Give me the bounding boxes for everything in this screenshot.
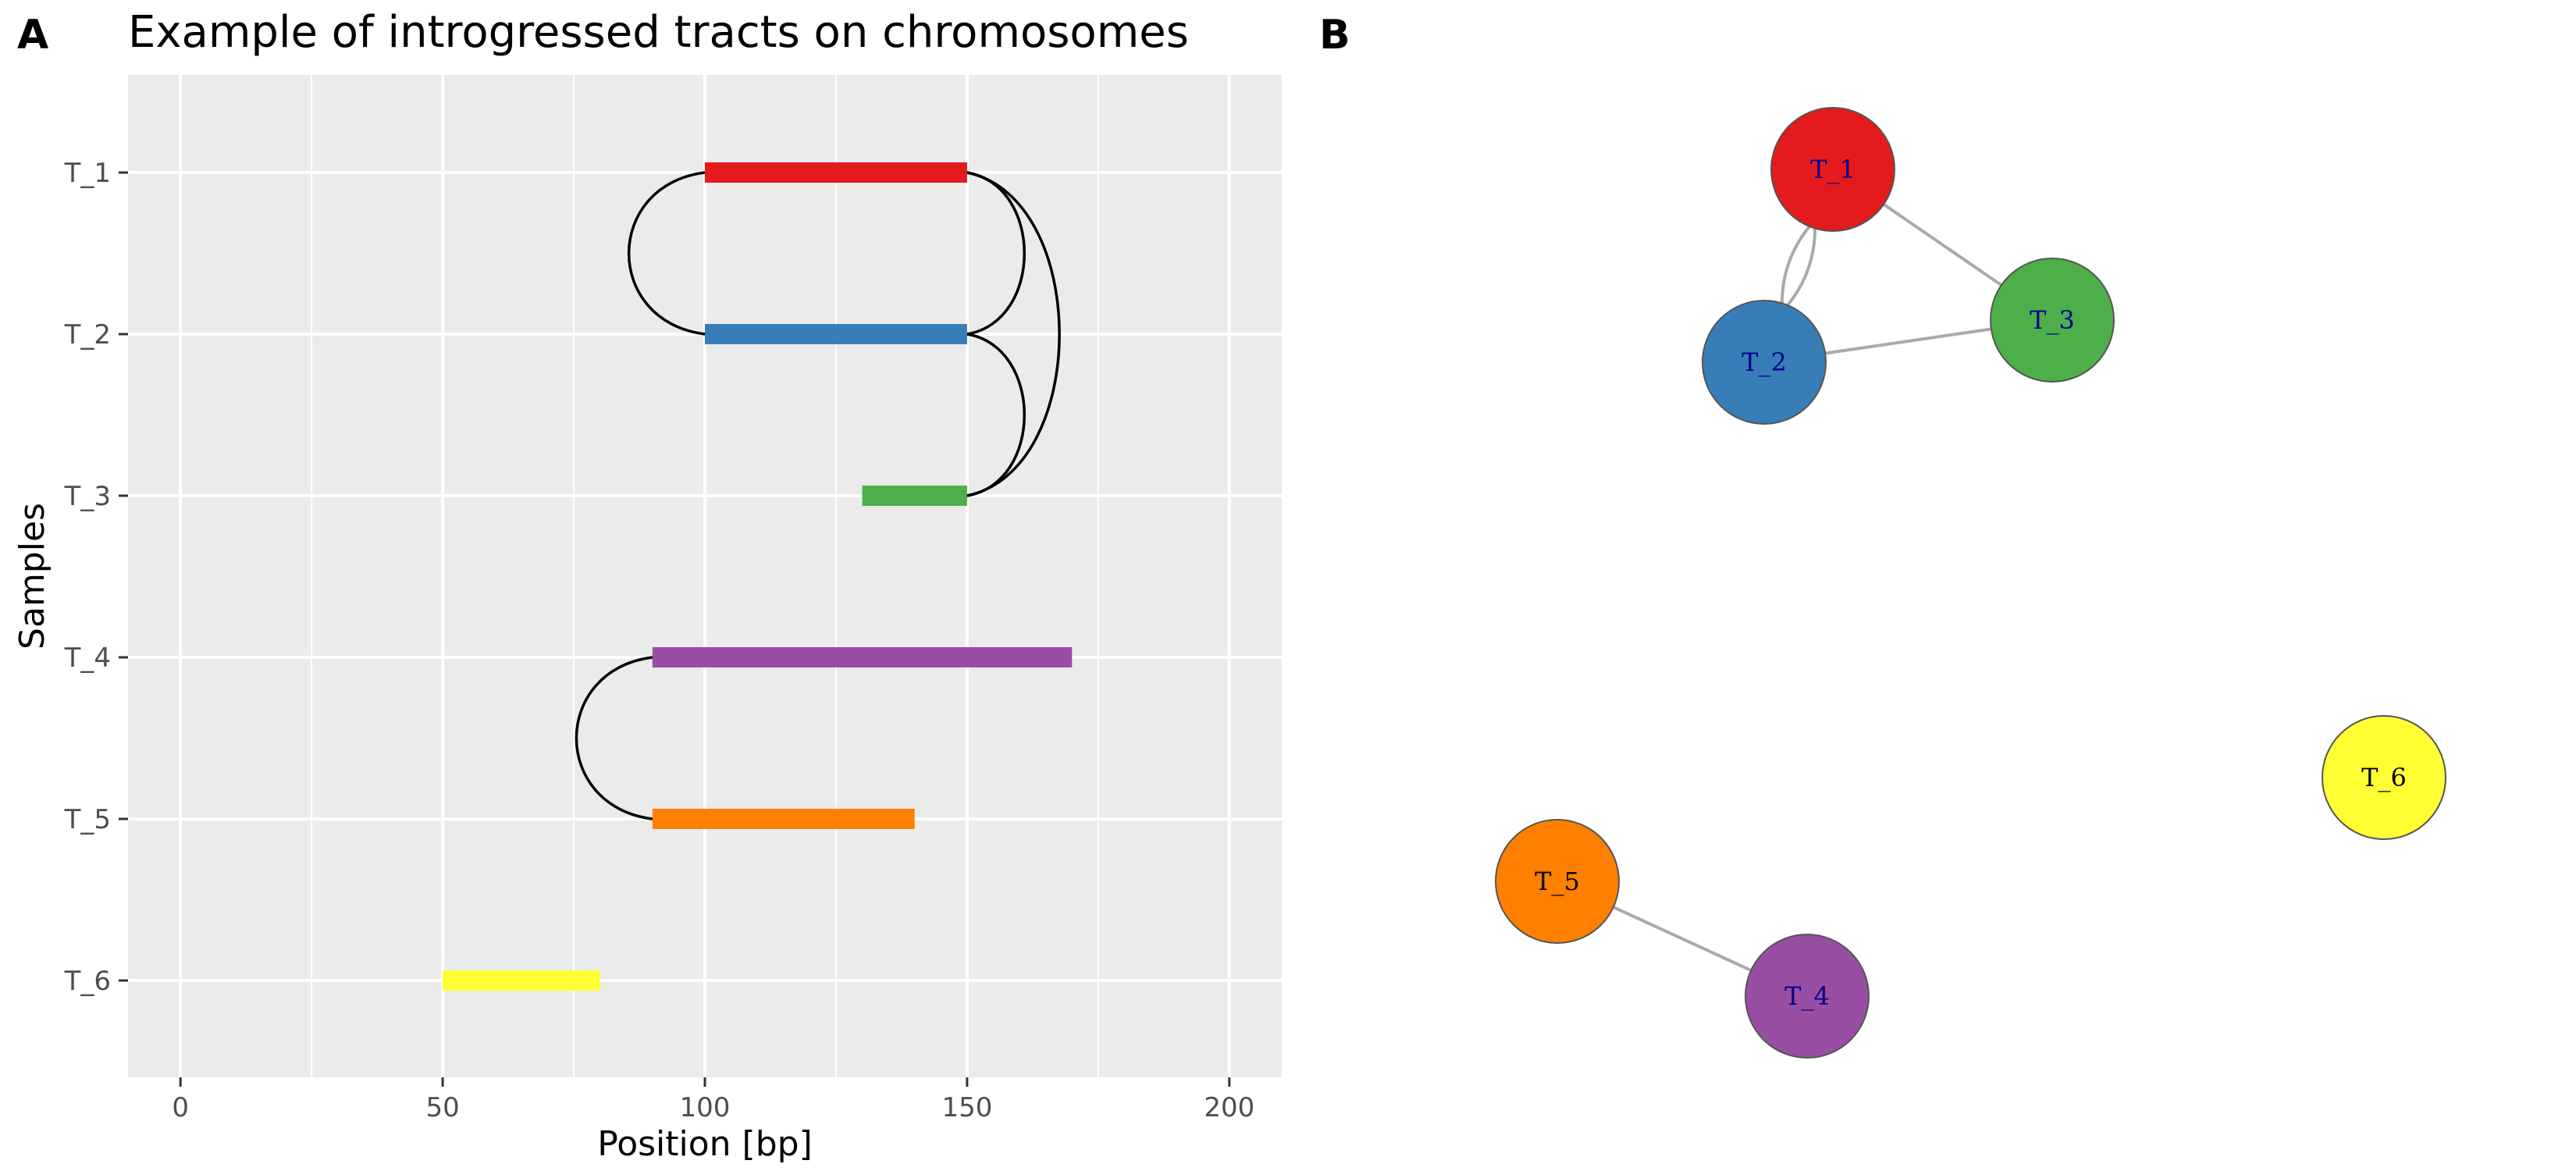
node-t-6: T_6 xyxy=(2322,715,2446,840)
tract-bar-t-1 xyxy=(705,162,967,183)
node-label-t-2: T_2 xyxy=(1742,347,1787,377)
tract-chart: Example of introgressed tracts on chromo… xyxy=(12,7,1282,1164)
x-axis-ticks: 0 50 100 150 200 xyxy=(172,1077,1254,1123)
edge-t-1-t-2 xyxy=(1780,219,1816,312)
node-circle-t-6 xyxy=(2322,715,2446,840)
node-circle-t-5 xyxy=(1495,819,1620,944)
tract-bar-t-6 xyxy=(443,970,600,991)
y-tick-label: T_6 xyxy=(64,966,111,997)
y-axis-title: Samples xyxy=(12,503,52,650)
node-circle-t-2 xyxy=(1702,300,1827,425)
node-circle-t-1 xyxy=(1770,107,1895,232)
x-tick-label: 150 xyxy=(941,1092,992,1123)
x-axis-title: Position [bp] xyxy=(597,1124,813,1164)
edge-t-1-t-2 xyxy=(1781,219,1817,313)
node-t-3: T_3 xyxy=(1990,258,2115,383)
node-circle-t-3 xyxy=(1990,258,2115,383)
arc-t-1-t-3 xyxy=(966,171,1061,497)
network-edges xyxy=(1557,168,2054,998)
node-label-t-3: T_3 xyxy=(2030,305,2075,335)
x-tick-label: 200 xyxy=(1204,1092,1254,1123)
network-graph: T_1 T_2 T_3 T_4 T_5 T_6 xyxy=(1495,107,2446,1059)
chart-title: Example of introgressed tracts on chromo… xyxy=(128,7,1189,58)
minor-gridlines xyxy=(311,75,1099,1077)
tract-bar-t-2 xyxy=(705,324,967,344)
y-axis-ticks: T_1 T_2 T_3 T_4 T_5 T_6 xyxy=(64,158,128,997)
y-tick-label: T_1 xyxy=(64,158,111,189)
tract-bar-t-3 xyxy=(862,486,967,506)
arc-t-1-t-2 xyxy=(628,171,706,336)
node-circle-t-4 xyxy=(1745,934,1870,1059)
x-tick-label: 50 xyxy=(425,1092,459,1123)
node-label-t-4: T_4 xyxy=(1784,981,1830,1011)
arc-t-2-t-3 xyxy=(966,333,1026,497)
tract-bar-t-5 xyxy=(652,809,915,829)
panel-letter-a: A xyxy=(17,12,48,59)
y-tick-label: T_4 xyxy=(64,642,111,674)
y-tick-label: T_2 xyxy=(64,319,111,351)
tract-bars xyxy=(443,162,1073,991)
arc-t-4-t-5 xyxy=(575,656,653,820)
node-label-t-6: T_6 xyxy=(2361,763,2407,792)
node-t-4: T_4 xyxy=(1745,934,1870,1059)
node-t-5: T_5 xyxy=(1495,819,1620,944)
network-nodes: T_1 T_2 T_3 T_4 T_5 T_6 xyxy=(1495,107,2446,1059)
y-tick-label: T_5 xyxy=(64,804,111,835)
node-t-2: T_2 xyxy=(1702,300,1827,425)
y-tick-label: T_3 xyxy=(64,481,111,512)
tract-bar-t-4 xyxy=(652,647,1073,667)
shared-tract-arcs xyxy=(575,171,1061,820)
node-label-t-1: T_1 xyxy=(1810,155,1856,184)
x-tick-label: 100 xyxy=(680,1092,731,1123)
x-tick-label: 0 xyxy=(172,1092,189,1123)
node-t-1: T_1 xyxy=(1770,107,1895,232)
panel-letter-b: B xyxy=(1319,12,1350,59)
node-label-t-5: T_5 xyxy=(1535,867,1580,896)
